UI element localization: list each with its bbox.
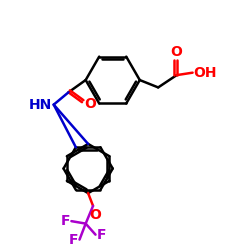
Text: F: F — [60, 214, 70, 228]
Text: O: O — [90, 208, 102, 222]
Text: HN: HN — [29, 98, 52, 112]
Text: O: O — [171, 45, 182, 59]
Text: F: F — [68, 233, 78, 247]
Text: F: F — [97, 228, 106, 242]
Text: OH: OH — [194, 66, 217, 80]
Text: O: O — [84, 97, 96, 111]
